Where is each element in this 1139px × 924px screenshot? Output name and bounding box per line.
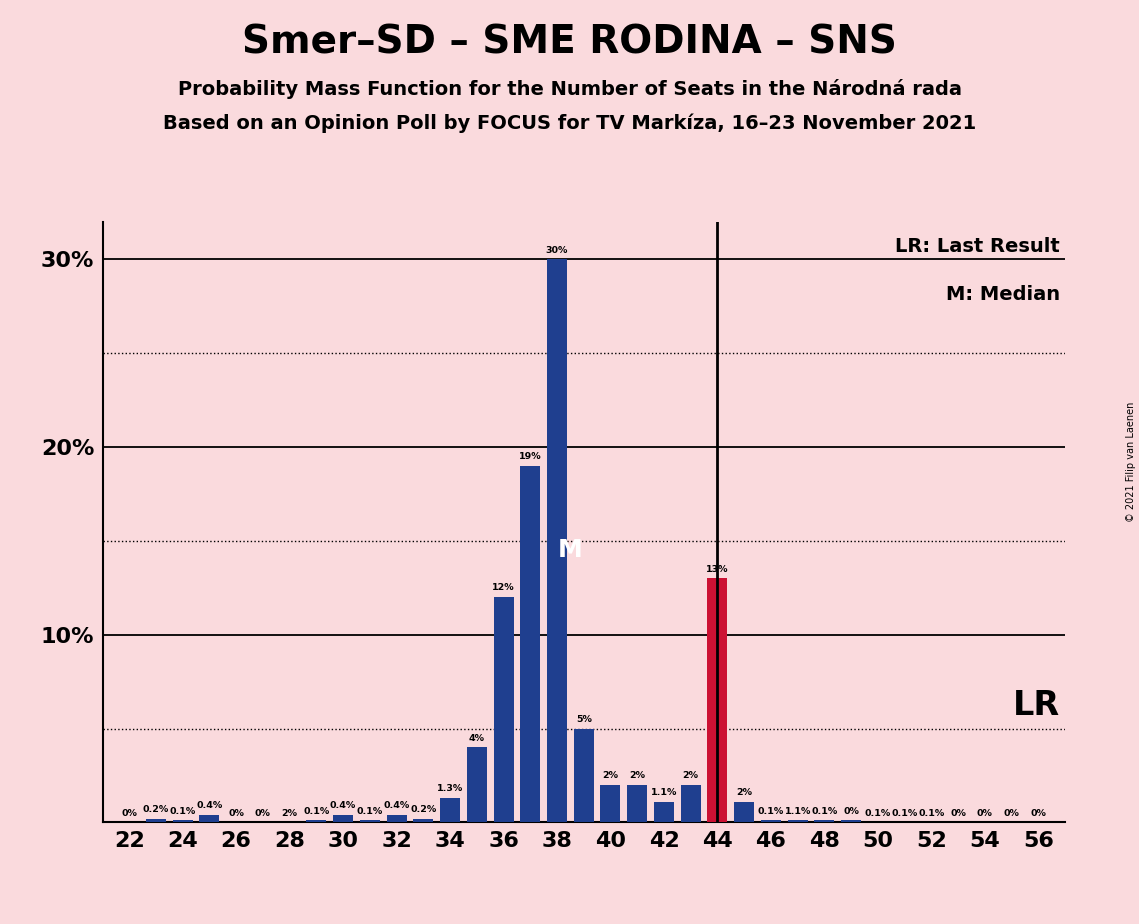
Bar: [707, 578, 728, 822]
Text: LR: Last Result: LR: Last Result: [895, 237, 1060, 256]
Text: LR: LR: [1013, 688, 1060, 722]
Text: 2%: 2%: [736, 788, 752, 797]
Bar: [493, 597, 514, 822]
Bar: [360, 821, 380, 822]
Bar: [841, 821, 861, 822]
Bar: [333, 815, 353, 822]
Bar: [173, 821, 192, 822]
Text: M: Median: M: Median: [947, 285, 1060, 304]
Text: © 2021 Filip van Laenen: © 2021 Filip van Laenen: [1125, 402, 1136, 522]
Text: 0%: 0%: [255, 808, 271, 818]
Bar: [521, 466, 540, 822]
Text: 0.1%: 0.1%: [170, 807, 196, 816]
Text: 0.1%: 0.1%: [918, 808, 944, 818]
Bar: [707, 821, 728, 822]
Text: M: M: [558, 538, 583, 562]
Text: 12%: 12%: [492, 583, 515, 592]
Bar: [600, 784, 621, 822]
Text: 0.2%: 0.2%: [142, 805, 169, 814]
Text: 0%: 0%: [228, 808, 244, 818]
Bar: [628, 784, 647, 822]
Text: 0.2%: 0.2%: [410, 805, 436, 814]
Text: 19%: 19%: [519, 452, 541, 461]
Bar: [440, 798, 460, 822]
Bar: [547, 260, 567, 822]
Text: 2%: 2%: [629, 772, 645, 780]
Text: 0.1%: 0.1%: [865, 808, 891, 818]
Bar: [547, 784, 567, 822]
Text: 0.4%: 0.4%: [330, 801, 357, 810]
Text: 0.4%: 0.4%: [384, 801, 410, 810]
Bar: [386, 815, 407, 822]
Text: 2%: 2%: [281, 808, 297, 818]
Text: 4%: 4%: [469, 734, 485, 743]
Bar: [681, 784, 700, 822]
Bar: [735, 802, 754, 822]
Bar: [761, 821, 781, 822]
Text: 30%: 30%: [546, 246, 568, 255]
Text: 0.1%: 0.1%: [357, 807, 383, 816]
Text: Probability Mass Function for the Number of Seats in the Národná rada: Probability Mass Function for the Number…: [178, 79, 961, 99]
Bar: [146, 819, 166, 822]
Text: 2%: 2%: [603, 772, 618, 780]
Text: 5%: 5%: [576, 715, 591, 723]
Bar: [814, 821, 835, 822]
Text: 0.1%: 0.1%: [892, 808, 918, 818]
Text: 0%: 0%: [843, 807, 859, 816]
Text: 0.1%: 0.1%: [303, 807, 329, 816]
Text: Based on an Opinion Poll by FOCUS for TV Markíza, 16–23 November 2021: Based on an Opinion Poll by FOCUS for TV…: [163, 114, 976, 133]
Text: 0%: 0%: [1003, 808, 1019, 818]
Bar: [654, 802, 674, 822]
Text: 0%: 0%: [122, 808, 137, 818]
Text: Smer–SD – SME RODINA – SNS: Smer–SD – SME RODINA – SNS: [243, 23, 896, 61]
Text: 0%: 0%: [1031, 808, 1046, 818]
Bar: [493, 784, 514, 822]
Bar: [574, 728, 593, 822]
Text: 0.1%: 0.1%: [811, 807, 837, 816]
Text: 2%: 2%: [682, 772, 698, 780]
Text: 0%: 0%: [950, 808, 966, 818]
Bar: [787, 821, 808, 822]
Text: 1.3%: 1.3%: [437, 784, 464, 794]
Text: 1.1%: 1.1%: [785, 807, 811, 816]
Text: 13%: 13%: [706, 565, 729, 574]
Bar: [199, 815, 220, 822]
Bar: [306, 821, 327, 822]
Bar: [628, 784, 647, 822]
Text: 0.1%: 0.1%: [757, 807, 784, 816]
Bar: [467, 748, 486, 822]
Text: 0%: 0%: [977, 808, 993, 818]
Bar: [413, 819, 433, 822]
Text: 0.4%: 0.4%: [196, 801, 222, 810]
Text: 1.1%: 1.1%: [650, 788, 677, 797]
